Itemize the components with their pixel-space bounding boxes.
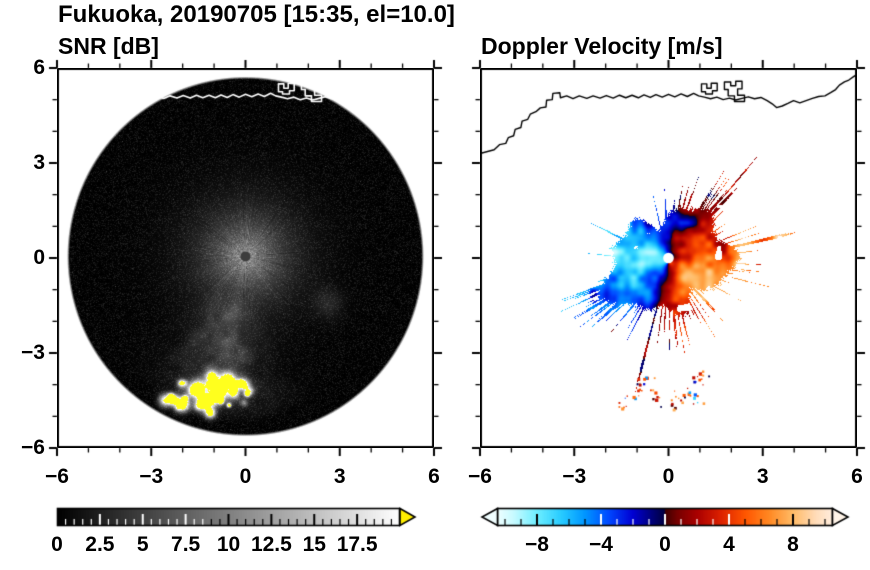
snr-colorbar-tick-label: 12.5 <box>250 533 292 556</box>
velocity-colorbar-tick-label: 4 <box>723 533 735 556</box>
x-tick-label: 3 <box>756 465 769 488</box>
y-tick-label: 6 <box>33 56 45 79</box>
x-tick-label: −3 <box>562 465 587 488</box>
snr-colorbar-tick-label: 0 <box>51 533 63 556</box>
x-tick-label: 0 <box>239 465 252 488</box>
doppler-colorbar <box>455 498 870 532</box>
snr-colorbar <box>40 498 435 532</box>
snr-colorbar-tick-label: 7.5 <box>171 533 201 556</box>
snr-colorbar-tick-label: 10 <box>216 533 241 556</box>
figure-title: Fukuoka, 20190705 [15:35, el=10.0] <box>58 1 455 28</box>
x-tick-label: −6 <box>45 465 69 488</box>
y-tick-label: −3 <box>21 341 45 364</box>
x-tick-label: 3 <box>333 465 346 488</box>
y-tick-label: 0 <box>33 246 45 269</box>
snr-colorbar-tick-label: 17.5 <box>336 533 378 556</box>
velocity-colorbar-tick-label: 0 <box>659 533 671 556</box>
snr-colorbar-tick-label: 5 <box>136 533 149 556</box>
velocity-colorbar-tick-label: −8 <box>525 533 549 556</box>
x-tick-label: 6 <box>851 465 863 488</box>
snr-ppi-scan <box>57 68 434 448</box>
snr-colorbar-tick-label: 2.5 <box>85 533 115 556</box>
y-tick-label: 3 <box>33 151 45 174</box>
snr-panel-title: SNR [dB] <box>58 33 159 59</box>
snr-colorbar-tick-label: 15 <box>302 533 326 556</box>
x-tick-label: 6 <box>428 465 440 488</box>
x-tick-label: 0 <box>662 465 675 488</box>
doppler-panel-title: Doppler Velocity [m/s] <box>481 33 723 59</box>
x-tick-label: −6 <box>468 465 492 488</box>
velocity-colorbar-tick-label: 8 <box>787 533 799 556</box>
velocity-colorbar-tick-label: −4 <box>589 533 613 556</box>
doppler-ppi-scan <box>480 68 857 448</box>
y-tick-label: −6 <box>21 436 45 459</box>
x-tick-label: −3 <box>139 465 164 488</box>
